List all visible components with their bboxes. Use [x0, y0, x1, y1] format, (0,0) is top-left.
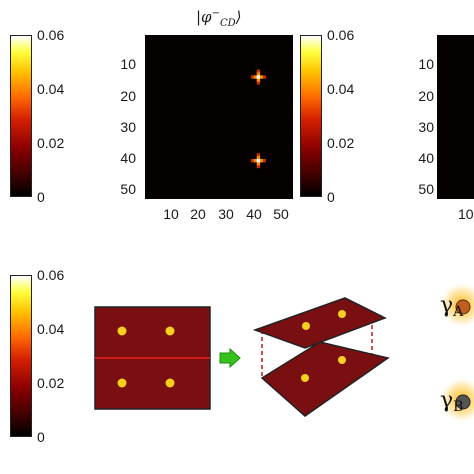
heatmap-peak-cell: [256, 81, 261, 85]
stacked-sheets: [252, 297, 390, 417]
y-tick: 40: [120, 150, 136, 166]
sheet-dot: [117, 378, 127, 388]
heatmap-peak-cell: [256, 69, 261, 73]
colorbar-left: [10, 35, 32, 197]
flat-sheet: [94, 306, 211, 410]
x-tick: 50: [273, 206, 289, 222]
plot-title: |φ−CD⟩: [196, 8, 242, 29]
heatmap-peak-cell: [256, 72, 261, 76]
colorbar-center-tick: 0.02: [327, 135, 355, 151]
y-tick-right: 40: [418, 150, 434, 166]
y-tick-right: 10: [418, 56, 434, 72]
y-tick-right: 30: [418, 119, 434, 135]
heatmap-peak-cell: [262, 75, 266, 79]
right-arrow-icon: [219, 347, 241, 369]
colorbar-bottom: [10, 275, 32, 437]
colorbar-center-tick: 0.04: [327, 81, 355, 97]
colorbar-bottom-tick: 0.02: [37, 375, 65, 391]
heatmap-peak-cell: [250, 75, 255, 79]
colorbar-bottom-tick: 0.06: [37, 267, 65, 283]
colorbar-center: [300, 35, 322, 197]
x-tick-right: 10: [458, 206, 474, 222]
heatmap-peak-cell: [256, 75, 261, 79]
lower-sheet: [260, 341, 390, 417]
heatmap-peak-cell: [256, 156, 261, 160]
y-tick-right: 20: [418, 88, 434, 104]
colorbar-center-tick: 0.06: [327, 27, 355, 43]
heatmap-peak-cell: [256, 153, 261, 157]
heatmap-peak-cell: [250, 158, 255, 163]
heatmap-peak-cell: [256, 158, 261, 163]
heatmap-peak-cell: [262, 158, 266, 163]
y-tick: 50: [120, 181, 136, 197]
heatmap-peak-cell: [256, 164, 261, 169]
y-tick-right: 50: [418, 181, 434, 197]
heatmap-peak-cell: [253, 158, 258, 163]
heatmap-peak-cell: [259, 158, 264, 163]
heatmap-peak-cell: [259, 75, 264, 79]
heatmap-peak-cell: [256, 78, 261, 82]
heatmap-peak-cell: [253, 75, 258, 79]
y-tick: 30: [120, 119, 136, 135]
colorbar-left-tick: 0: [37, 189, 45, 205]
colorbar-bottom-tick: 0.04: [37, 321, 65, 337]
gamma-a-label: γA: [440, 293, 464, 320]
sheet-dot: [117, 326, 127, 336]
x-tick: 30: [218, 206, 234, 222]
x-tick: 20: [190, 206, 206, 222]
gamma-b-label: γB: [440, 388, 463, 415]
x-tick: 40: [246, 206, 262, 222]
heatmap-plot: [145, 35, 293, 199]
heatmap-plot-right: [437, 35, 474, 199]
heatmap-peak-cell: [256, 161, 261, 166]
colorbar-center-tick: 0: [327, 189, 335, 205]
sheet-dot: [165, 326, 175, 336]
colorbar-left-tick: 0.06: [37, 27, 65, 43]
sheet-dot: [165, 378, 175, 388]
colorbar-left-tick: 0.04: [37, 81, 65, 97]
colorbar-bottom-tick: 0: [37, 429, 45, 445]
colorbar-left-tick: 0.02: [37, 135, 65, 151]
upper-sheet: [252, 297, 387, 349]
heatmap-svg: [250, 69, 266, 169]
x-tick: 10: [163, 206, 179, 222]
y-tick: 10: [120, 56, 136, 72]
y-tick: 20: [120, 88, 136, 104]
